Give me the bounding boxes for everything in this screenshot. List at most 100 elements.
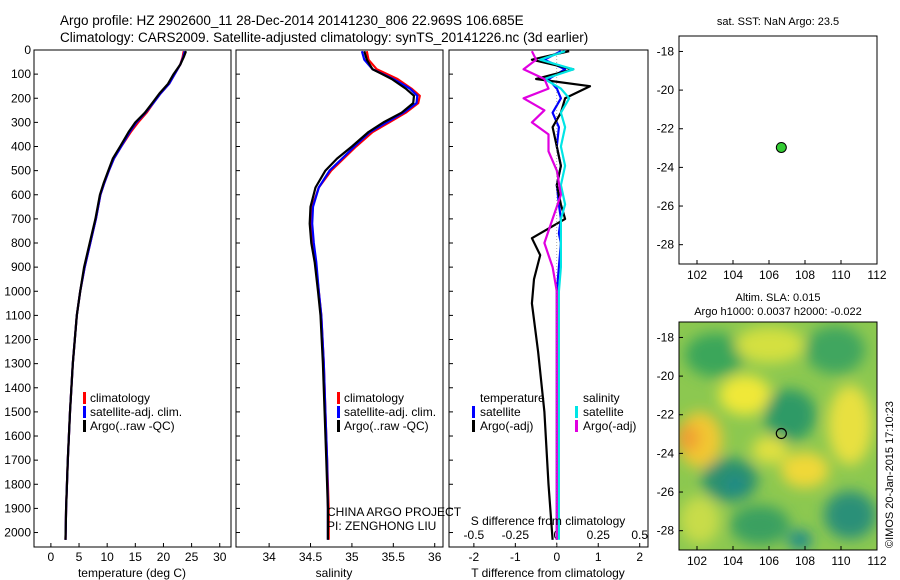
map-y-tick-label: -20	[657, 369, 675, 383]
legend-swatch-argo	[83, 420, 86, 432]
legend-swatch-climatology	[83, 392, 86, 404]
map-y-tick-label: -20	[657, 83, 675, 97]
series-line-argo-adj-1	[530, 50, 592, 540]
legend-label-sal-argo: Argo(-adj)	[583, 419, 636, 433]
map-y-tick-label: -22	[657, 122, 675, 136]
map-y-tick-label: -28	[657, 524, 675, 538]
x-tick-label: 35	[345, 550, 359, 564]
temperature-panel: 0100200300400500600700800900100011001200…	[4, 43, 232, 580]
x-tick-label: 34	[262, 550, 276, 564]
credit-project: CHINA ARGO PROJECT	[327, 505, 462, 519]
depth-tick-label: 100	[11, 67, 31, 81]
depth-tick-label: 300	[11, 115, 31, 129]
legend-label-argo: Argo(..raw -QC)	[90, 419, 175, 433]
depth-tick-label: 500	[11, 164, 31, 178]
map-x-tick-label: 108	[795, 554, 815, 568]
depth-tick-label: 1100	[5, 308, 31, 322]
map-x-tick-label: 112	[867, 268, 886, 282]
x-tick-label: 10	[100, 550, 114, 564]
legend-label-temp-argo: Argo(-adj)	[480, 419, 533, 433]
s-tick-label: 0.5	[631, 528, 648, 542]
sst-map-panel: sat. SST: NaN Argo: 23.5 102 104 106 108 110…	[657, 16, 887, 282]
t-difference-xlabel: T difference from climatology	[471, 566, 625, 580]
x-tick-label: 0	[48, 550, 55, 564]
depth-tick-label: 400	[11, 140, 31, 154]
legend-label-climatology: climatology	[90, 391, 150, 405]
depth-tick-label: 200	[11, 91, 31, 105]
map-y-tick-label: -18	[657, 330, 675, 344]
altimetry-map-panel: Altim. SLA: 0.015 Argo h1000: 0.0037 h20…	[657, 292, 887, 568]
x-tick-label: 5	[76, 550, 83, 564]
x-tick-label: 30	[213, 550, 227, 564]
map-x-tick-label: 106	[759, 554, 779, 568]
map-x-tick-label: 110	[831, 268, 850, 282]
map-x-tick-label: 108	[795, 268, 815, 282]
difference-legend: temperature salinity satellite Argo(-adj…	[472, 391, 636, 433]
argo-location-point	[775, 141, 787, 153]
x-tick-label: 15	[129, 550, 143, 564]
x-tick-label: -1	[510, 550, 521, 564]
salinity-xlabel: salinity	[316, 566, 353, 580]
x-tick-label: 0	[553, 550, 560, 564]
depth-tick-label: 2000	[4, 526, 31, 540]
legend-swatch-satellite	[337, 406, 340, 418]
depth-tick-label: 600	[11, 188, 31, 202]
map-x-tick-label: 104	[723, 268, 743, 282]
temperature-frame	[33, 49, 232, 548]
x-tick-label: 25	[185, 550, 199, 564]
depth-tick-label: 1700	[4, 453, 31, 467]
map-x-tick-label: 102	[687, 554, 707, 568]
depth-tick-label: 1900	[4, 501, 31, 515]
legend-label-satellite: satellite-adj. clim.	[90, 405, 182, 419]
s-tick-label: 0.25	[587, 528, 611, 542]
map-x-tick-label: 106	[759, 268, 779, 282]
argo-location-marker	[775, 427, 787, 440]
map-y-tick-label: -28	[657, 238, 675, 252]
altimetry-map-frame	[678, 321, 878, 551]
s-tick-label: -0.25	[502, 528, 530, 542]
temperature-xlabel: temperature (deg C)	[78, 566, 186, 580]
difference-panel: -2 -1 0 1 2 -0.5 -0.25 0 0.25 0.5 T difference f…	[448, 49, 649, 580]
header-line-1: Argo profile: HZ 2902600_11 28-Dec-2014 …	[60, 13, 524, 28]
legend-swatch-climatology	[337, 392, 340, 404]
depth-tick-label: 900	[11, 260, 31, 274]
series-line-satellite-adj-clim-1	[64, 50, 186, 540]
x-tick-label: 36	[428, 550, 442, 564]
header-line-2: Climatology: CARS2009. Satellite-adjuste…	[60, 30, 588, 45]
depth-tick-label: 700	[11, 212, 31, 226]
legend-title-temperature: temperature	[480, 391, 545, 405]
series-line-satellite-adj-clim-1	[311, 50, 419, 540]
depth-tick-label: 800	[11, 236, 31, 250]
sst-map-title: sat. SST: NaN Argo: 23.5	[717, 16, 839, 28]
map-x-tick-label: 110	[831, 554, 850, 568]
map-y-tick-label: -26	[657, 199, 675, 213]
temperature-legend: climatology satellite-adj. clim. Argo(..…	[83, 391, 182, 433]
depth-tick-label: 1500	[4, 405, 31, 419]
legend-swatch-temp-satellite	[472, 406, 475, 418]
map-y-tick-label: -26	[657, 485, 675, 499]
legend-label-sal-satellite: satellite	[583, 405, 624, 419]
s-difference-xlabel: S difference from climatology	[471, 514, 626, 528]
map-y-tick-label: -18	[657, 44, 675, 58]
altimetry-title-line-2: Argo h1000: 0.0037 h2000: -0.022	[694, 306, 862, 318]
legend-swatch-sal-argo	[575, 420, 578, 432]
map-y-tick-label: -22	[657, 408, 675, 422]
legend-label-argo: Argo(..raw -QC)	[344, 419, 429, 433]
x-tick-label: -2	[469, 550, 480, 564]
x-tick-label: 34.5	[299, 550, 323, 564]
legend-label-temp-satellite: satellite	[480, 405, 521, 419]
map-y-tick-label: -24	[657, 446, 675, 460]
series-line-argo-raw-qc-2	[308, 50, 416, 540]
depth-tick-label: 1600	[4, 429, 31, 443]
series-line-argo-raw-qc-2	[64, 50, 188, 540]
altimetry-title-line-1: Altim. SLA: 0.015	[736, 292, 821, 304]
legend-title-salinity: salinity	[583, 391, 620, 405]
legend-label-climatology: climatology	[344, 391, 404, 405]
salinity-legend: climatology satellite-adj. clim. Argo(..…	[337, 391, 436, 433]
legend-swatch-satellite	[83, 406, 86, 418]
x-tick-label: 35.5	[382, 550, 406, 564]
imos-stamp: ©IMOS 20-Jan-2015 17:10:23	[884, 401, 896, 548]
map-x-tick-label: 102	[687, 268, 707, 282]
salinity-panel: 34 34.5 35 35.5 36 salinity climatology sate…	[235, 49, 462, 580]
